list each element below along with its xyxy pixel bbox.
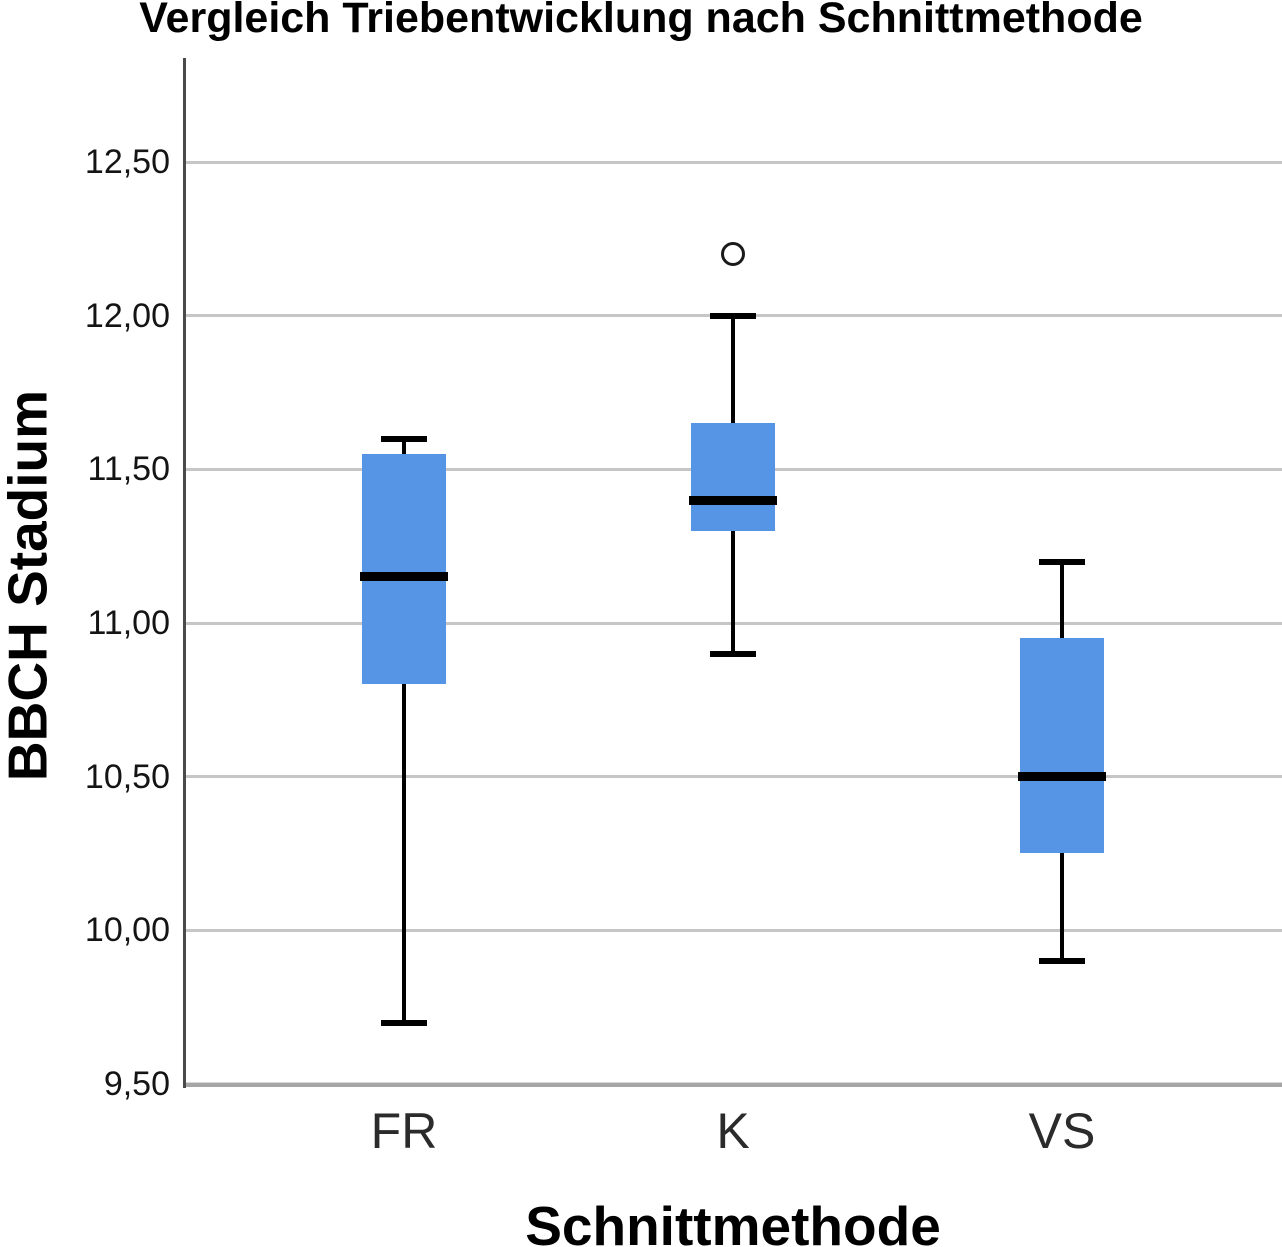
chart-title: Vergleich Triebentwicklung nach Schnittm… bbox=[139, 0, 1143, 42]
whisker-cap-top bbox=[381, 435, 427, 442]
y-tick-label: 11,00 bbox=[87, 604, 170, 642]
box-fr bbox=[362, 453, 446, 685]
y-tick-label: 9,50 bbox=[103, 1065, 170, 1103]
whisker-cap-top bbox=[710, 312, 756, 319]
median-line bbox=[360, 572, 448, 582]
whisker-cap-bottom bbox=[1039, 958, 1085, 965]
y-tick-label: 12,50 bbox=[84, 143, 170, 181]
y-axis-line bbox=[183, 58, 186, 1088]
y-tick-label: 10,00 bbox=[84, 911, 170, 950]
y-tick-label: 10,50 bbox=[84, 757, 170, 796]
whisker-cap-top bbox=[1039, 558, 1085, 565]
x-tick-label: FR bbox=[370, 1103, 438, 1159]
outlier-point bbox=[721, 242, 745, 267]
gridline bbox=[183, 928, 1282, 932]
x-axis-line bbox=[183, 1082, 1282, 1087]
x-tick-label: K bbox=[716, 1103, 750, 1159]
x-axis-title: Schnittmethode bbox=[525, 1195, 941, 1247]
x-tick-label: VS bbox=[1028, 1103, 1096, 1159]
y-tick-label: 12,00 bbox=[84, 296, 170, 335]
whisker-cap-bottom bbox=[381, 1019, 427, 1026]
box-vs bbox=[1020, 638, 1104, 854]
whisker-cap-bottom bbox=[710, 650, 756, 657]
y-tick-label: 11,50 bbox=[87, 450, 170, 489]
gridline bbox=[183, 160, 1282, 164]
median-line bbox=[689, 495, 777, 505]
median-line bbox=[1018, 772, 1106, 782]
whisker-line bbox=[402, 438, 406, 1023]
gridline bbox=[183, 775, 1282, 779]
box-k bbox=[691, 423, 775, 531]
